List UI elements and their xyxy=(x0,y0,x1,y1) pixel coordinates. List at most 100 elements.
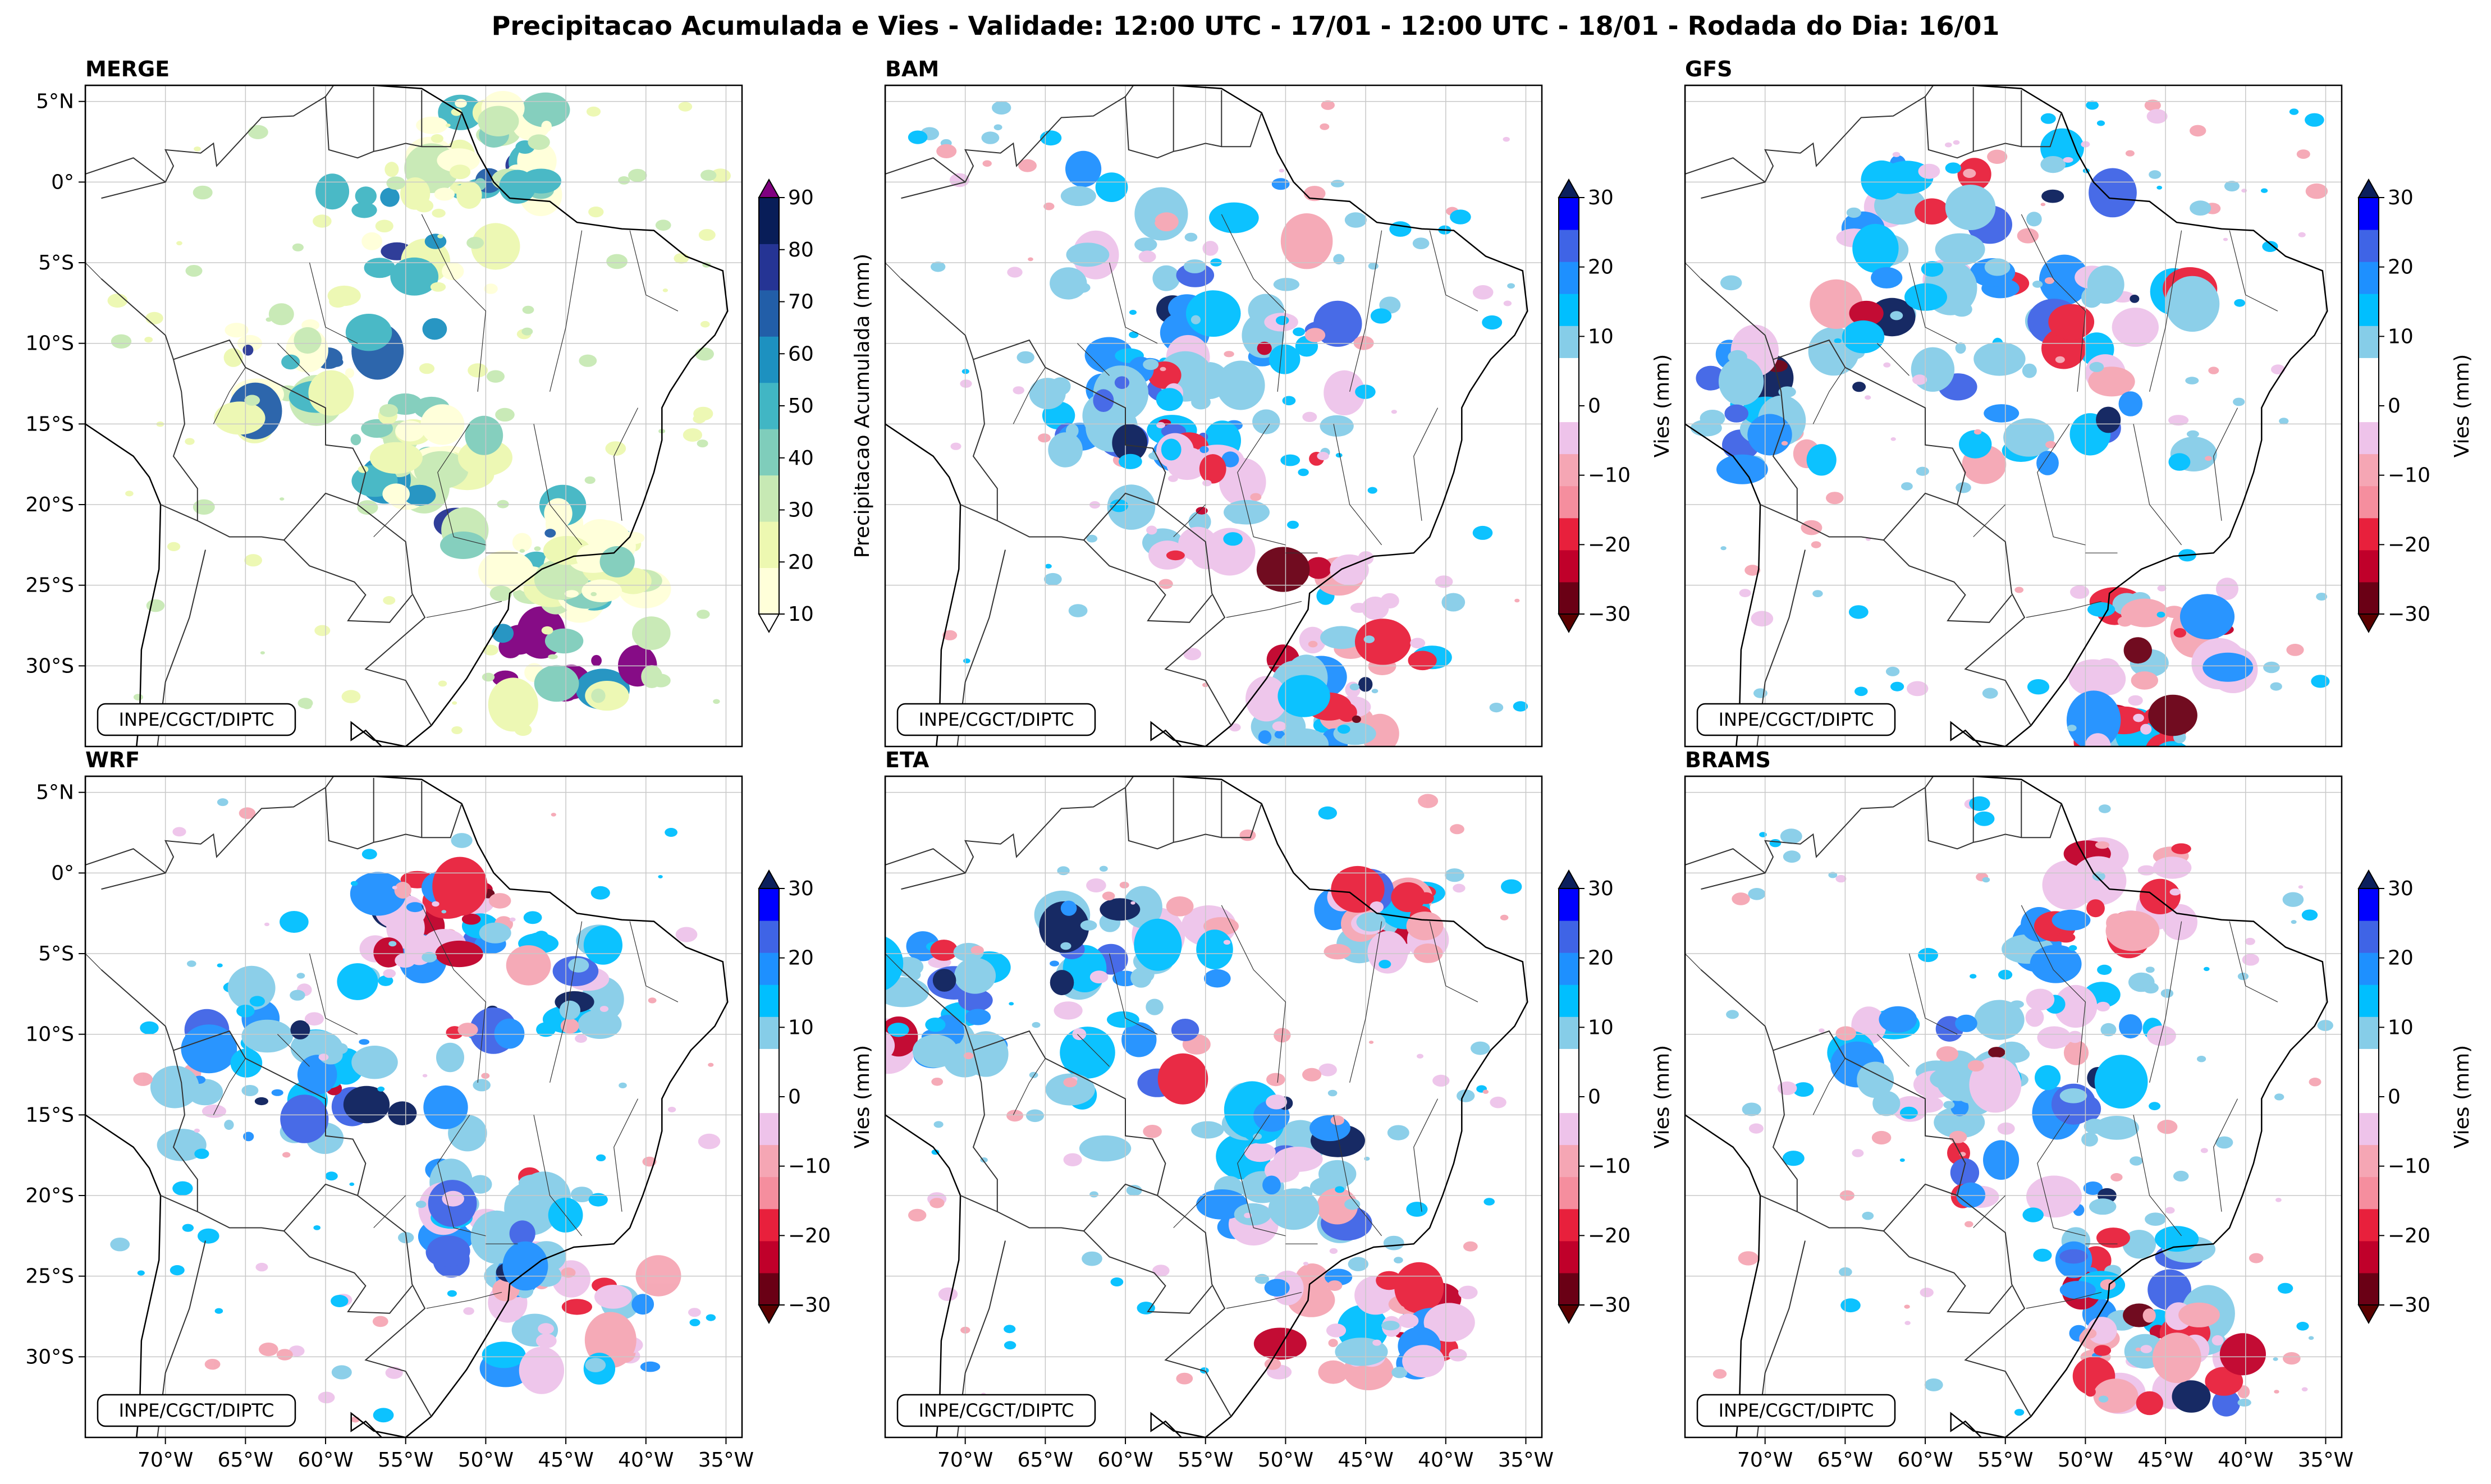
field-cell xyxy=(282,1152,291,1158)
panel-title: BAM xyxy=(885,57,939,81)
field-cell xyxy=(465,415,503,455)
colorbar-segment xyxy=(2359,390,2379,423)
field-cell xyxy=(2070,585,2090,599)
field-cell xyxy=(1782,1151,1805,1166)
colorbar-tick-label: 0 xyxy=(2388,1085,2401,1109)
colorbar-bias: 30 20 10 0 −10 −20 −30 Vies (mm) xyxy=(1558,869,1674,1325)
field-cell xyxy=(1266,1094,1288,1110)
field-cell xyxy=(2145,967,2155,973)
field-cell xyxy=(194,1128,200,1133)
field-cell xyxy=(2305,113,2324,127)
field-cell xyxy=(2098,804,2111,813)
field-cell xyxy=(1828,872,1838,878)
colorbar-segment xyxy=(1559,262,1579,294)
field-cell xyxy=(313,1225,320,1230)
field-cell xyxy=(1324,943,1351,960)
field-cell xyxy=(1060,186,1096,207)
field-cell xyxy=(248,125,268,139)
field-cell xyxy=(1780,828,1802,844)
colorbar-segment xyxy=(759,198,779,244)
colorbar-tick-label: −20 xyxy=(2388,1224,2430,1247)
colorbar-segment xyxy=(1559,1080,1579,1114)
colorbar-tick-label: 0 xyxy=(2388,395,2401,418)
field-cell xyxy=(1352,715,1361,723)
field-cell xyxy=(1050,960,1059,967)
field-cell xyxy=(2152,1332,2201,1384)
field-cell xyxy=(2241,189,2247,193)
field-cell xyxy=(1327,1280,1343,1291)
field-cell xyxy=(1013,386,1024,395)
credit-label: INPE/CGCT/DIPTC xyxy=(1696,1394,1896,1427)
field-cell xyxy=(2003,418,2054,457)
field-cell xyxy=(1945,142,1952,148)
colorbar-tick-label: 30 xyxy=(788,877,814,900)
field-cell xyxy=(384,162,399,177)
colorbar-tick-label: 10 xyxy=(1588,325,1614,348)
field-cell xyxy=(125,491,134,497)
field-cell xyxy=(1318,806,1337,820)
field-cell xyxy=(1900,1106,1918,1119)
field-cell xyxy=(280,911,309,933)
field-cell xyxy=(318,1054,329,1061)
colorbar-segment xyxy=(759,382,779,429)
field-cell xyxy=(432,856,488,916)
field-cell xyxy=(1004,1341,1016,1350)
field-cell xyxy=(355,186,377,206)
field-cell xyxy=(693,414,706,424)
field-cell xyxy=(1718,357,1764,406)
field-cell xyxy=(596,1154,606,1161)
map-frame xyxy=(1684,84,2343,748)
lon-tick-label: 50°W xyxy=(2058,1449,2113,1472)
field-cell xyxy=(2089,1198,2117,1215)
field-cell xyxy=(1159,579,1173,589)
map-frame xyxy=(884,775,1543,1439)
colorbar-bias: 30 20 10 0 −10 −20 −30 Vies (mm) xyxy=(1558,178,1674,634)
field-cell xyxy=(230,1048,263,1078)
field-cell xyxy=(1146,999,1164,1015)
lon-tick-label: 35°W xyxy=(1498,1449,1554,1472)
field-cell xyxy=(2286,644,2304,656)
colorbar-segment xyxy=(1559,390,1579,423)
field-cell xyxy=(1720,275,1742,291)
field-cell xyxy=(2173,1170,2189,1182)
field-cell xyxy=(1239,829,1256,841)
field-cell xyxy=(2037,1026,2072,1049)
colorbar-tick-label: 20 xyxy=(2388,947,2414,970)
field-cell xyxy=(1157,1053,1208,1105)
lon-tick-label: 40°W xyxy=(618,1449,674,1472)
field-cell xyxy=(1269,344,1301,374)
field-cell xyxy=(887,1023,909,1037)
field-cell xyxy=(1738,1251,1759,1266)
field-cell xyxy=(1748,888,1766,900)
field-cell xyxy=(1368,262,1379,270)
field-cell xyxy=(427,1235,470,1267)
lat-tick-label: 5°N xyxy=(36,90,74,113)
lat-tick-label: 0° xyxy=(51,171,74,194)
field-cell xyxy=(1326,1323,1347,1338)
field-cell xyxy=(1973,429,1982,435)
field-cell xyxy=(2139,878,2181,914)
field-cell xyxy=(585,681,629,711)
field-cell xyxy=(2154,755,2171,766)
field-cell xyxy=(519,549,525,553)
field-cell xyxy=(1138,250,1156,263)
field-cell xyxy=(908,130,928,144)
field-cell xyxy=(1317,452,1329,460)
field-cell xyxy=(345,314,392,351)
field-cell xyxy=(1302,1068,1322,1082)
field-cell xyxy=(1048,432,1083,468)
field-cell xyxy=(2094,1116,2139,1140)
field-cell xyxy=(1152,265,1180,291)
map-background xyxy=(1685,776,2342,1437)
field-cell xyxy=(1945,162,1961,174)
country-borders xyxy=(1685,85,2278,746)
field-cell xyxy=(2165,276,2220,332)
field-cell xyxy=(2224,181,2240,192)
field-cell xyxy=(244,554,262,567)
field-cell xyxy=(1450,824,1464,835)
field-cell xyxy=(388,941,397,947)
field-cell xyxy=(377,1086,385,1092)
panel-title: MERGE xyxy=(85,57,170,81)
field-cell xyxy=(1410,638,1426,649)
field-cell xyxy=(1482,315,1503,330)
